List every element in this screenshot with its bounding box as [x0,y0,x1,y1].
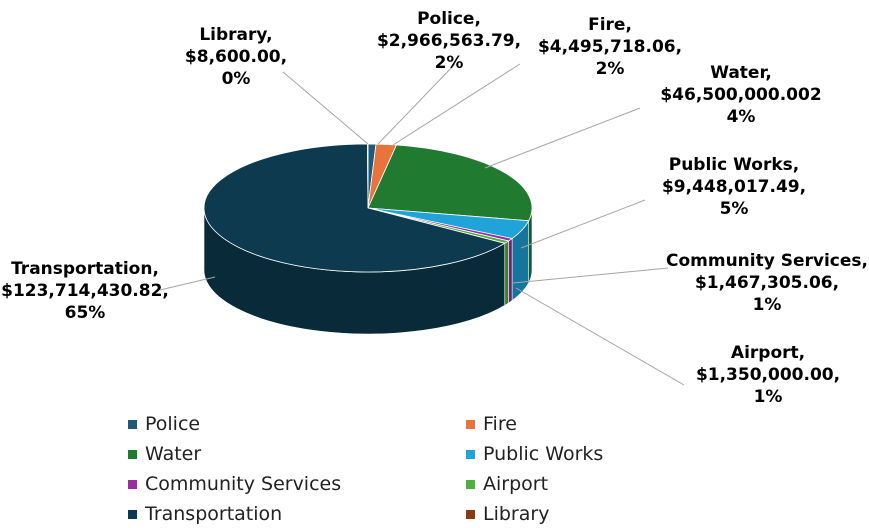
pie-3d-sides [203,207,533,335]
legend-item-library: Library [466,500,648,528]
data-labels: Police, $2,966,563.79, 2% Fire, $4,495,718.0… [1,9,868,407]
pie-slices [203,143,533,273]
leader-line-community-services [512,267,669,284]
data-label-police: Police, $2,966,563.79, 2% [377,9,521,73]
legend-swatch [128,449,137,459]
data-label-water: Water, $46,500,000.002 4% [660,63,821,127]
legend-swatch [128,479,137,489]
legend-item-transportation: Transportation [128,500,466,528]
data-label-library: Library, $8,600.00, 0% [185,25,287,89]
legend-label: Public Works [483,443,604,465]
leader-line-fire [392,63,521,146]
slice-side-airport [504,240,509,306]
legend-label: Community Services [145,473,342,495]
slice-water [367,144,533,222]
data-label-community-services: Community Services, $1,467,305.06, 1% [666,251,868,315]
legend-label: Transportation [145,503,283,525]
legend-swatch [128,419,137,429]
leader-line-public-works [520,199,646,249]
leader-line-transportation [159,276,216,291]
legend-item-fire: Fire [466,410,648,438]
legend-label: Police [145,413,201,435]
legend-swatch [466,509,475,519]
legend-label: Fire [483,413,517,435]
slice-transportation [203,143,506,273]
leader-line-library [282,71,369,145]
legend: Police Fire Water Public Works Community Ser… [128,410,648,528]
legend-label: Water [145,443,202,465]
legend-swatch [466,419,475,429]
legend-item-community-services: Community Services [128,470,466,498]
legend-item-water: Water [128,440,466,468]
legend-label: Library [483,503,550,525]
leader-lines [159,63,685,386]
legend-swatch [466,449,475,459]
legend-item-police: Police [128,410,466,438]
legend-label: Airport [483,473,549,495]
legend-item-public-works: Public Works [466,440,648,468]
data-label-public-works: Public Works, $9,448,017.49, 5% [662,155,806,219]
legend-swatch [128,509,137,519]
leader-line-water [484,107,641,169]
slice-side-community-services [508,237,513,304]
leader-line-police [377,63,456,145]
data-label-transportation: Transportation, $123,714,430.82, 65% [1,259,169,323]
data-label-fire: Fire, $4,495,718.06, 2% [538,15,682,79]
legend-item-airport: Airport [466,470,648,498]
legend-swatch [466,479,475,489]
data-label-airport: Airport, $1,350,000.00, 1% [696,343,840,407]
leader-line-airport [515,287,685,386]
